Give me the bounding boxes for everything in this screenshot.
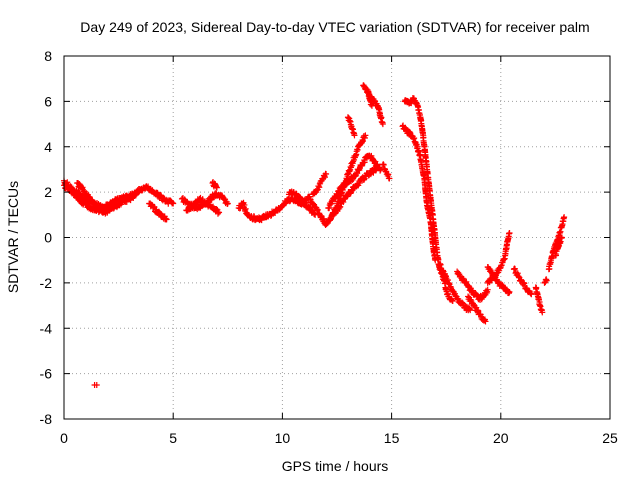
y-tick-label: -8 (40, 411, 53, 427)
y-tick-label: -4 (40, 320, 53, 336)
x-tick-label: 20 (493, 430, 509, 446)
x-tick-labels: 0 5 10 15 20 25 (60, 430, 618, 446)
data-point (386, 175, 393, 182)
y-tick-label: 2 (44, 184, 52, 200)
data-point (432, 257, 439, 264)
data-point (506, 288, 513, 295)
data-point (87, 195, 94, 202)
data-point (213, 184, 220, 191)
y-tick-labels: -8 -6 -4 -2 0 2 4 6 8 (40, 48, 53, 427)
data-point (163, 216, 170, 223)
data-point (224, 200, 231, 207)
data-point (449, 298, 456, 305)
data-point (561, 214, 568, 221)
y-tick-label: 6 (44, 93, 52, 109)
y-tick-label: 4 (44, 139, 52, 155)
data-point (539, 309, 546, 316)
x-tick-label: 0 (60, 430, 68, 446)
data-point (170, 200, 177, 207)
data-points (61, 82, 568, 388)
data-point (379, 121, 386, 128)
data-point (558, 234, 565, 241)
data-point (484, 286, 491, 293)
data-point (216, 209, 223, 216)
axis-ticks (63, 55, 611, 420)
x-tick-label: 25 (602, 430, 618, 446)
data-point (312, 211, 319, 218)
x-tick-label: 15 (384, 430, 400, 446)
data-point (323, 170, 330, 177)
grid-lines (64, 56, 610, 419)
y-tick-label: -2 (40, 275, 53, 291)
y-tick-label: 8 (44, 48, 52, 64)
chart-title: Day 249 of 2023, Sidereal Day-to-day VTE… (80, 19, 589, 35)
y-tick-label: 0 (44, 230, 52, 246)
data-point (467, 307, 474, 314)
x-axis-label: GPS time / hours (282, 458, 389, 474)
data-point (362, 132, 369, 139)
data-point (543, 277, 550, 284)
y-axis-label: SDTVAR / TECUs (5, 181, 21, 293)
x-tick-label: 5 (169, 430, 177, 446)
y-tick-label: -6 (40, 366, 53, 382)
x-tick-label: 10 (275, 430, 291, 446)
data-point (133, 191, 140, 198)
data-point (528, 291, 535, 298)
data-point (93, 381, 100, 388)
data-point (482, 318, 489, 325)
data-point (373, 166, 380, 173)
data-point (351, 132, 358, 139)
data-point (506, 229, 513, 236)
data-point (368, 102, 375, 109)
